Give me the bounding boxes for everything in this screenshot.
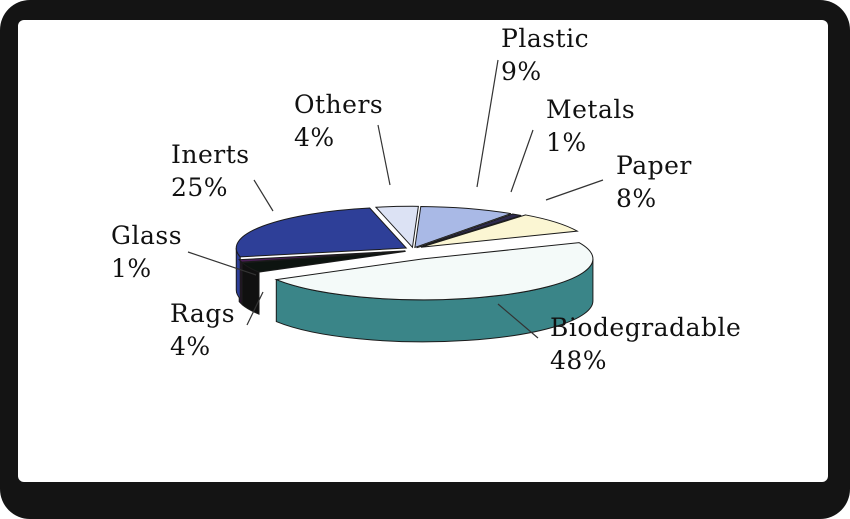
slice-value-glass: 1%	[111, 254, 152, 283]
slice-label-glass: Glass	[111, 221, 182, 250]
slice-rags	[240, 250, 406, 273]
slice-paper	[420, 214, 579, 248]
slice-plastic	[414, 205, 512, 249]
leader-line-glass	[187, 251, 257, 276]
slice-label-plastic: Plastic	[501, 24, 589, 53]
slice-value-plastic: 9%	[501, 57, 542, 86]
slice-value-biodegradable: 48%	[550, 346, 607, 375]
leader-line-metals	[510, 129, 534, 193]
slice-value-rags: 4%	[170, 332, 211, 361]
slice-biodegradable	[274, 242, 594, 301]
leader-line-others	[377, 124, 391, 186]
slice-metals	[416, 213, 522, 249]
waste-composition-pie-chart: Plastic 9%Metals 1% Paper 8% Biodegradable 48%…	[111, 24, 741, 375]
slice-label-rags: Rags	[170, 299, 235, 328]
slice-label-inerts: Inerts	[171, 140, 250, 169]
slice-label-biodegradable: Biodegradable	[550, 313, 741, 342]
slice-value-inerts: 25%	[171, 173, 228, 202]
slice-label-others: Others	[294, 90, 383, 119]
slice-inerts	[235, 207, 408, 258]
leader-line-plastic	[476, 59, 499, 188]
slice-label-metals: Metals	[546, 95, 635, 124]
leader-line-biodegradable	[497, 303, 539, 339]
leader-line-rags	[246, 291, 264, 326]
chart-panel: Plastic 9% Metals 1% Paper 8% Biodegradable 48%…	[18, 20, 828, 482]
slice-label-paper: Paper	[616, 151, 692, 180]
slice-value-paper: 8%	[616, 184, 657, 213]
slice-glass	[238, 250, 406, 263]
leader-line-paper	[545, 179, 604, 201]
leader-line-inerts	[253, 179, 274, 212]
slice-value-others: 4%	[294, 123, 335, 152]
slice-value-metals: 1%	[546, 128, 587, 157]
slice-others	[374, 205, 419, 249]
